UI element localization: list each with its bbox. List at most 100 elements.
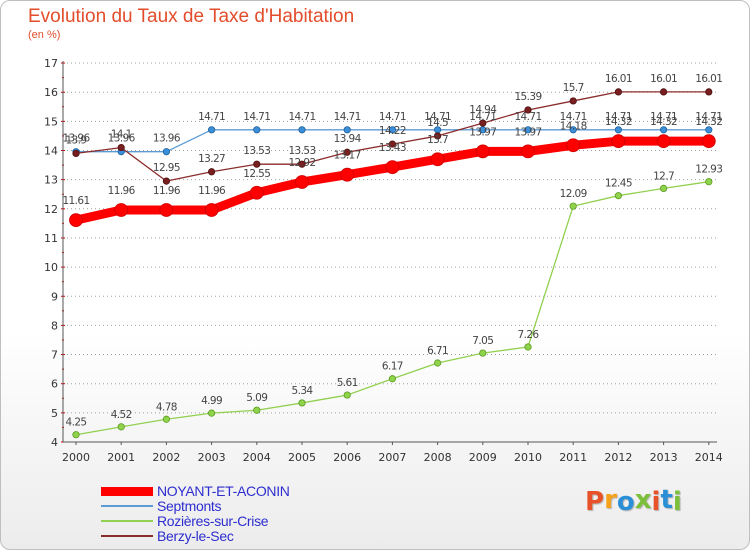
data-label-noyant-et-aconin: 13.97 <box>514 126 541 138</box>
data-point-noyant-et-aconin <box>114 203 129 217</box>
logo-letter: r <box>604 485 617 515</box>
data-label-berzy-le-sec: 13.27 <box>198 153 225 165</box>
y-tick-label: 4 <box>51 436 58 449</box>
series-berzy-le-sec <box>72 88 713 185</box>
data-point-septmonts <box>524 126 532 134</box>
x-tick-label: 2001 <box>107 451 135 464</box>
legend-swatch <box>101 487 153 496</box>
data-point-septmonts <box>253 126 261 134</box>
y-tick-label: 10 <box>44 261 58 274</box>
data-point-rozieres-sur-crise <box>162 415 170 423</box>
data-label-septmonts: 13.96 <box>108 133 136 145</box>
logo-letter: t <box>660 485 673 515</box>
data-label-berzy-le-sec: 14.5 <box>427 117 448 129</box>
data-point-noyant-et-aconin <box>611 134 626 149</box>
data-label-rozieres-sur-crise: 12.7 <box>653 170 674 182</box>
data-label-septmonts: 14.71 <box>424 111 451 123</box>
y-tick-label: 7 <box>51 349 58 362</box>
data-label-septmonts: 14.71 <box>695 111 722 123</box>
data-point-septmonts <box>388 126 396 134</box>
data-label-septmonts: 14.71 <box>650 111 677 123</box>
data-point-noyant-et-aconin <box>521 144 535 159</box>
y-tick-label: 5 <box>51 407 58 420</box>
data-label-septmonts: 14.71 <box>288 111 315 123</box>
data-label-berzy-le-sec: 13.94 <box>334 133 362 145</box>
data-label-berzy-le-sec: 15.39 <box>514 91 541 103</box>
data-point-noyant-et-aconin <box>475 144 490 159</box>
data-label-rozieres-sur-crise: 4.78 <box>156 401 177 413</box>
data-label-berzy-le-sec: 13.53 <box>243 145 270 157</box>
x-tick-label: 2003 <box>198 451 226 464</box>
data-label-septmonts: 14.71 <box>514 111 541 123</box>
data-label-noyant-et-aconin: 14.32 <box>695 116 722 128</box>
data-labels-layer: 13.96 13.96 13.96 14.71 14.71 14.71 14.71 14.71… <box>62 73 722 429</box>
data-label-berzy-le-sec: 16.01 <box>650 73 677 85</box>
data-label-septmonts: 13.96 <box>62 133 90 145</box>
data-label-rozieres-sur-crise: 5.61 <box>337 377 358 389</box>
data-label-rozieres-sur-crise: 6.71 <box>427 345 448 357</box>
x-tick-label: 2012 <box>604 451 632 464</box>
data-point-berzy-le-sec <box>343 148 351 156</box>
x-tick-label: 2009 <box>469 451 497 464</box>
x-tick-label: 2013 <box>650 451 678 464</box>
x-tick-label: 2008 <box>424 451 452 464</box>
data-point-septmonts <box>705 126 713 134</box>
x-tick-label: 2011 <box>559 451 587 464</box>
data-label-rozieres-sur-crise: 5.34 <box>292 385 314 397</box>
y-tick-label: 11 <box>44 232 58 245</box>
data-label-septmonts: 14.71 <box>334 111 361 123</box>
axes-layer: 4 5 6 7 8 9 10 11 12 13 14 15 16 17 2000 2001 2002 2003 20… <box>44 57 723 464</box>
logo-letter: o <box>616 487 635 517</box>
x-tick-label: 2005 <box>288 451 316 464</box>
data-point-berzy-le-sec <box>162 177 170 185</box>
data-label-rozieres-sur-crise: 12.09 <box>560 188 587 200</box>
logo-letter: i <box>672 487 682 517</box>
data-label-rozieres-sur-crise: 5.09 <box>246 392 267 404</box>
data-label-rozieres-sur-crise: 4.25 <box>66 417 87 429</box>
data-label-noyant-et-aconin: 14.32 <box>605 116 632 128</box>
data-point-septmonts <box>343 126 351 134</box>
y-tick-label: 13 <box>44 174 58 187</box>
y-tick-label: 17 <box>44 57 58 70</box>
data-point-septmonts <box>208 126 216 134</box>
data-label-noyant-et-aconin: 11.96 <box>198 185 226 197</box>
data-point-noyant-et-aconin <box>385 160 400 175</box>
data-point-berzy-le-sec <box>479 119 487 127</box>
x-tick-label: 2006 <box>333 451 361 464</box>
data-point-noyant-et-aconin <box>69 213 83 228</box>
data-point-noyant-et-aconin <box>701 134 716 149</box>
logo-letter: P <box>585 487 605 517</box>
data-label-noyant-et-aconin: 11.96 <box>153 185 181 197</box>
legend-label: Rozières-sur-Crise <box>157 513 269 529</box>
data-label-berzy-le-sec: 13.9 <box>66 134 87 146</box>
data-label-berzy-le-sec: 14.1 <box>111 129 132 141</box>
legend-item: Berzy-le-Sec <box>101 528 401 544</box>
legend: NOYANT-ET-ACONIN Septmonts Rozières-sur-Cr… <box>101 483 401 544</box>
data-point-rozieres-sur-crise <box>433 359 442 367</box>
chart-subtitle: (en %) <box>28 29 61 41</box>
x-tick-label: 2000 <box>62 451 90 464</box>
data-point-rozieres-sur-crise <box>208 409 216 417</box>
data-point-noyant-et-aconin <box>566 138 581 153</box>
legend-label: NOYANT-ET-ACONIN <box>157 483 290 499</box>
data-label-septmonts: 14.71 <box>560 111 587 123</box>
data-point-septmonts <box>614 126 623 134</box>
legend-item: Rozières-sur-Crise <box>101 513 401 529</box>
data-label-rozieres-sur-crise: 4.99 <box>201 395 222 407</box>
data-point-septmonts <box>659 126 668 134</box>
legend-swatch <box>101 520 153 522</box>
data-point-berzy-le-sec <box>298 160 306 168</box>
y-tick-label: 8 <box>51 319 58 332</box>
legend-item: Septmonts <box>101 498 401 514</box>
data-label-septmonts: 14.71 <box>469 111 496 123</box>
data-point-rozieres-sur-crise <box>343 391 351 399</box>
y-tick-label: 15 <box>44 115 58 128</box>
data-point-rozieres-sur-crise <box>524 343 532 351</box>
x-tick-label: 2007 <box>378 451 406 464</box>
legend-label: Berzy-le-Sec <box>157 528 234 544</box>
data-point-noyant-et-aconin <box>656 134 671 149</box>
data-label-noyant-et-aconin: 12.92 <box>288 157 315 169</box>
data-point-rozieres-sur-crise <box>479 349 487 357</box>
logo-letter: x <box>634 485 652 515</box>
